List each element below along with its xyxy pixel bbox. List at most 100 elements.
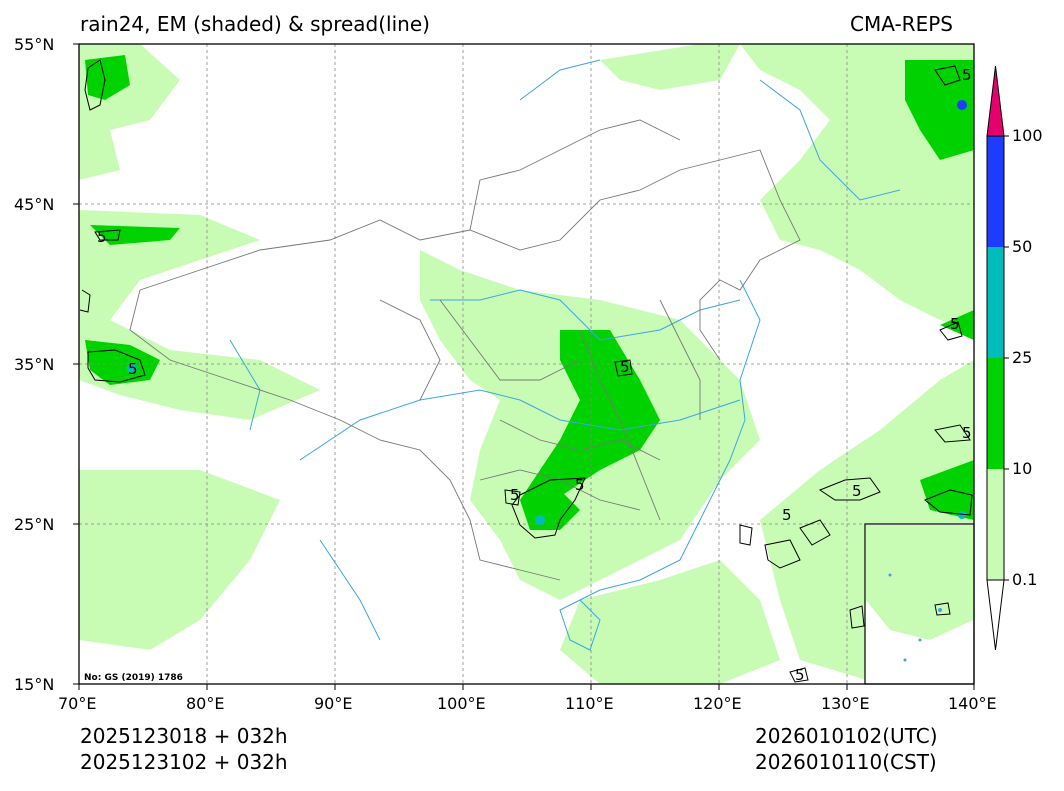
contour-scs-islands [849, 605, 865, 629]
moderate-rain-east-sea [920, 460, 974, 520]
contour-northwest [84, 59, 106, 111]
northeast-rivers [759, 79, 901, 201]
lon-label: 80°E [186, 694, 225, 713]
rain-area-south-sea [560, 560, 780, 684]
approval-number: No: GS (2019) 1786 [84, 673, 183, 683]
heavy-rain-spots [127, 100, 967, 525]
heavy-rain-spot-northeast [957, 100, 967, 110]
contour-label: 5 [852, 482, 862, 500]
lat-label: 55°N [14, 35, 55, 54]
lake-baikal [519, 59, 601, 101]
contour-northeast [934, 65, 961, 86]
lat-label: 15°N [14, 675, 55, 694]
province-line-1 [439, 299, 581, 381]
contour-label: 5 [510, 486, 520, 504]
contour-label: 5 [620, 358, 630, 376]
heavy-rain-spot-tibet [127, 363, 137, 373]
rain-area-north [600, 44, 740, 90]
yangtze-river [299, 389, 741, 461]
lat-label: 45°N [14, 195, 55, 214]
inset-island [918, 638, 922, 642]
contour-tibet [87, 349, 146, 383]
inset-islands [888, 573, 942, 662]
contour-southwest [511, 477, 586, 539]
map-gridlines [79, 44, 974, 684]
east-china-coastline [579, 279, 761, 601]
lon-label: 140°E [948, 694, 997, 713]
contour-label: 5 [575, 476, 585, 494]
hainan-coastline [559, 599, 601, 651]
contour-taiwan [739, 524, 753, 546]
yellow-river [430, 289, 741, 341]
colorbar-segment [987, 469, 1004, 580]
heavy-rain-spot-yunnan [535, 515, 545, 525]
lon-label: 70°E [58, 694, 97, 713]
contour-central [614, 359, 633, 377]
contour-label: 5 [962, 66, 972, 84]
lon-label: 110°E [565, 694, 614, 713]
contour-east-sea-2 [818, 477, 881, 501]
province-line-2 [499, 419, 661, 461]
inset-island [903, 658, 907, 662]
contour-west [94, 229, 121, 241]
lat-label: 35°N [14, 355, 55, 374]
colorbar-label: 10 [1012, 459, 1033, 478]
axis-ticks [73, 43, 975, 690]
lon-label: 100°E [437, 694, 486, 713]
colorbar-segment [987, 136, 1004, 247]
contour-east-sea-1 [764, 539, 801, 569]
contour-south-sea [789, 667, 809, 683]
contour-label: 5 [795, 666, 805, 684]
colorbar-segment [987, 358, 1004, 469]
colorbar-label: 0.1 [1012, 570, 1038, 589]
inset-rain-area [866, 525, 973, 640]
contour-yunnan-small [504, 489, 521, 506]
province-line-5 [479, 469, 641, 511]
colorbar [986, 65, 1009, 651]
contour-east-right [934, 424, 971, 443]
province-line-6 [379, 299, 441, 401]
valid-time-utc: 2026010102(UTC) [755, 724, 938, 748]
colorbar-under-arrow [986, 579, 1005, 651]
inner-mongolia-border [469, 119, 681, 231]
rain-area-southwest [79, 470, 280, 650]
china-southwest-border [129, 289, 561, 581]
init-time-utc: 2025123018 + 032h [80, 724, 288, 748]
colorbar-label: 100 [1012, 126, 1043, 145]
moderate-rain-east-coast [940, 310, 974, 340]
contour-label: 5 [782, 506, 792, 524]
colorbar-segment [987, 247, 1004, 358]
contour-east-sea-3 [799, 519, 831, 546]
spread-contours [79, 59, 973, 683]
inset-contour [934, 602, 951, 616]
colorbar-label: 25 [1012, 348, 1033, 367]
southwest-river [319, 539, 381, 641]
moderate-rain-northwest [85, 55, 130, 100]
province-line-4 [659, 299, 701, 420]
administrative-borders [129, 119, 801, 581]
model-name: CMA-REPS [850, 12, 953, 36]
valid-time-cst: 2026010110(CST) [755, 750, 937, 774]
moderate-rain-northeast [905, 60, 974, 160]
colorbar-over-arrow [986, 65, 1005, 137]
contour-label: 5 [950, 315, 960, 333]
init-time-cst: 2025123102 + 032h [80, 750, 288, 774]
colorbar-label: 50 [1012, 237, 1033, 256]
inset-island [938, 608, 942, 612]
contour-west-edge [79, 289, 91, 313]
contour-label: 5 [128, 360, 138, 378]
contour-labels: 5 5 5 5 5 5 5 5 5 5 5 [97, 66, 972, 684]
province-line-3 [579, 329, 661, 521]
contour-label: 5 [97, 228, 107, 246]
lat-label: 25°N [14, 515, 55, 534]
contour-east-coast [939, 321, 963, 341]
lon-label: 90°E [314, 694, 353, 713]
rivers-and-coastline [229, 59, 901, 651]
chart-title: rain24, EM (shaded) & spread(line) [80, 12, 430, 36]
contour-east-lower [924, 489, 973, 516]
lon-label: 130°E [821, 694, 870, 713]
heavy-rain-spot-east-sea [958, 511, 966, 519]
contour-label: 5 [962, 424, 972, 442]
china-border [139, 149, 801, 361]
